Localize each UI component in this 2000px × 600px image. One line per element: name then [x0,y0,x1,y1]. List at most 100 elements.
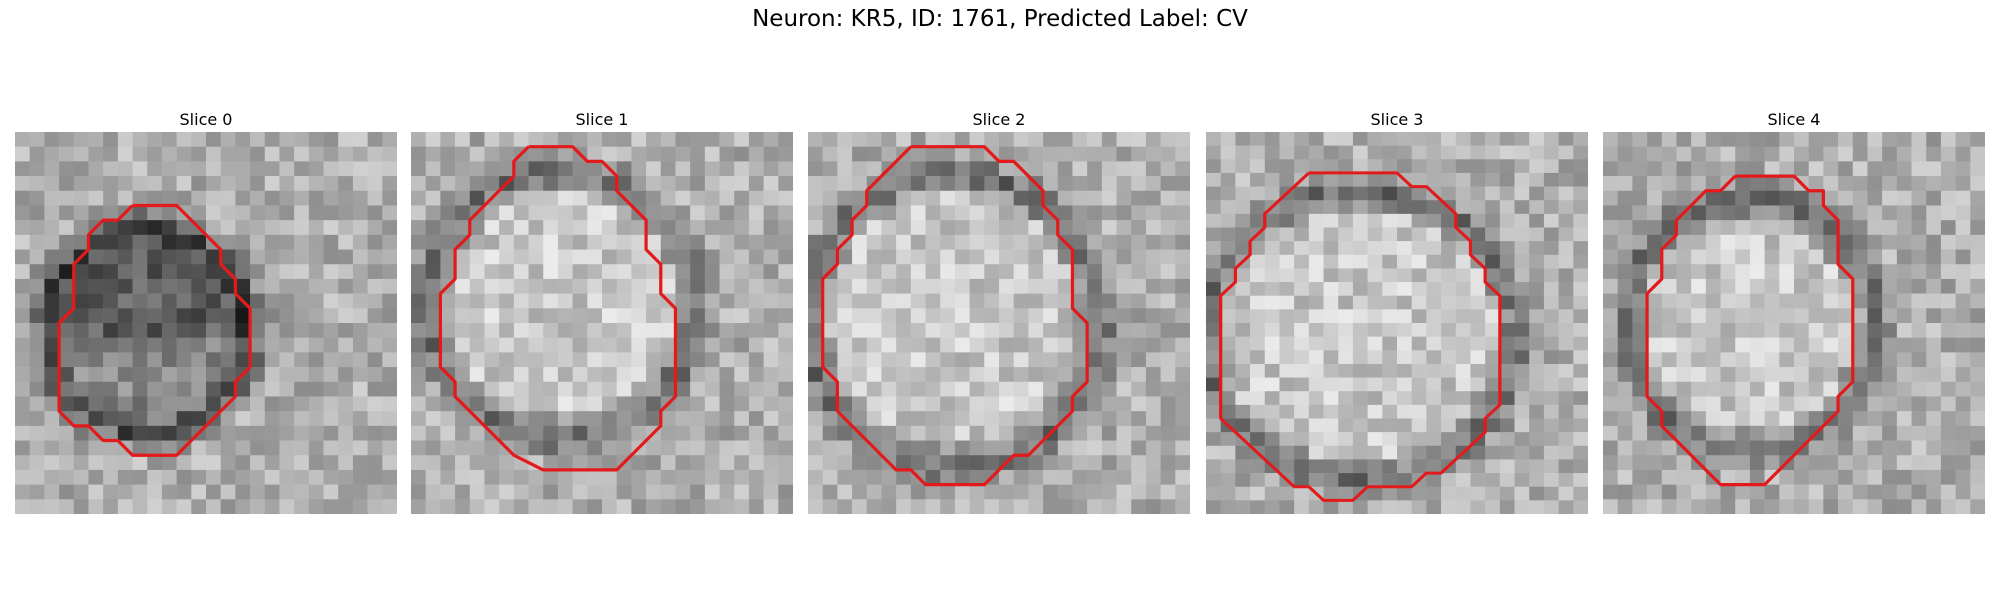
pixel [1145,205,1161,221]
pixel [896,484,912,500]
pixel [147,323,163,338]
pixel [881,176,897,192]
pixel [352,293,368,309]
pixel [1720,264,1736,280]
pixel [646,499,662,514]
pixel [440,381,456,397]
pixel [1882,190,1898,206]
pixel [411,396,426,412]
slice-panel-2: Slice 2 [808,108,1190,514]
pixel [1131,352,1147,368]
pixel [1499,268,1515,283]
pixel [1235,227,1251,242]
pixel [543,161,559,177]
pixel [587,132,603,147]
pixel [455,411,471,427]
pixel [279,411,295,427]
pixel [1160,381,1176,397]
pixel [1558,241,1574,256]
pixel [1145,352,1161,368]
pixel [763,352,779,368]
pixel [1838,278,1854,294]
pixel [367,425,383,441]
pixel [279,176,295,192]
pixel [1294,213,1310,228]
pixel [602,293,617,309]
pixel [954,396,970,412]
pixel [1529,323,1545,337]
pixel [631,249,647,265]
pixel [1926,161,1942,177]
pixel [1661,411,1677,427]
pixel [294,484,310,500]
pixel [1397,473,1412,487]
pixel [999,440,1014,456]
pixel [1749,469,1765,485]
pixel [1867,381,1883,397]
pixel [352,234,368,250]
pixel [1441,323,1457,337]
pixel [1735,367,1751,383]
pixel [1235,363,1251,378]
pixel [294,308,310,324]
pixel [1264,282,1280,296]
pixel [279,293,295,309]
pixel [132,469,148,485]
pixel [1206,282,1221,296]
pixel [1691,132,1707,147]
pixel [455,264,471,280]
pixel [440,455,456,471]
pixel [1057,190,1073,206]
pixel [264,411,280,427]
pixel [748,132,764,147]
pixel [808,499,823,514]
pixel [1764,455,1780,471]
pixel [250,367,266,383]
pixel [1558,418,1574,433]
pixel [15,367,30,383]
pixel [1028,190,1044,206]
pixel [1220,145,1236,160]
pixel [999,190,1014,206]
pixel [852,220,868,236]
pixel [896,293,912,309]
pixel [969,234,985,250]
pixel [1514,363,1530,378]
pixel [1823,396,1839,412]
pixel [440,411,456,427]
pixel [1970,161,1985,177]
pixel [543,352,559,368]
pixel [1940,381,1956,397]
pixel [1294,473,1310,487]
pixel [338,469,354,485]
pixel [191,367,207,383]
pixel [338,425,354,441]
pixel [1028,396,1044,412]
pixel [763,132,779,147]
pixel [1235,473,1251,487]
pixel [176,367,192,383]
pixel [910,176,926,192]
pixel [323,220,339,236]
pixel [1367,295,1383,310]
pixel [587,352,603,368]
pixel [1852,234,1868,250]
pixel [1823,323,1839,338]
pixel [1043,367,1059,383]
pixel [1632,411,1648,427]
pixel [910,132,926,147]
pixel [1911,278,1927,294]
pixel [631,352,647,368]
pixel [1852,278,1868,294]
pixel [352,132,368,147]
pixel [954,455,970,471]
pixel [1617,396,1633,412]
pixel [1057,220,1073,236]
segmentation-contour [1645,174,1855,487]
pixel [1279,295,1295,310]
pixel [999,205,1014,221]
pixel [1529,350,1545,365]
pixel [352,190,368,206]
pixel [513,161,529,177]
pixel [1116,469,1132,485]
